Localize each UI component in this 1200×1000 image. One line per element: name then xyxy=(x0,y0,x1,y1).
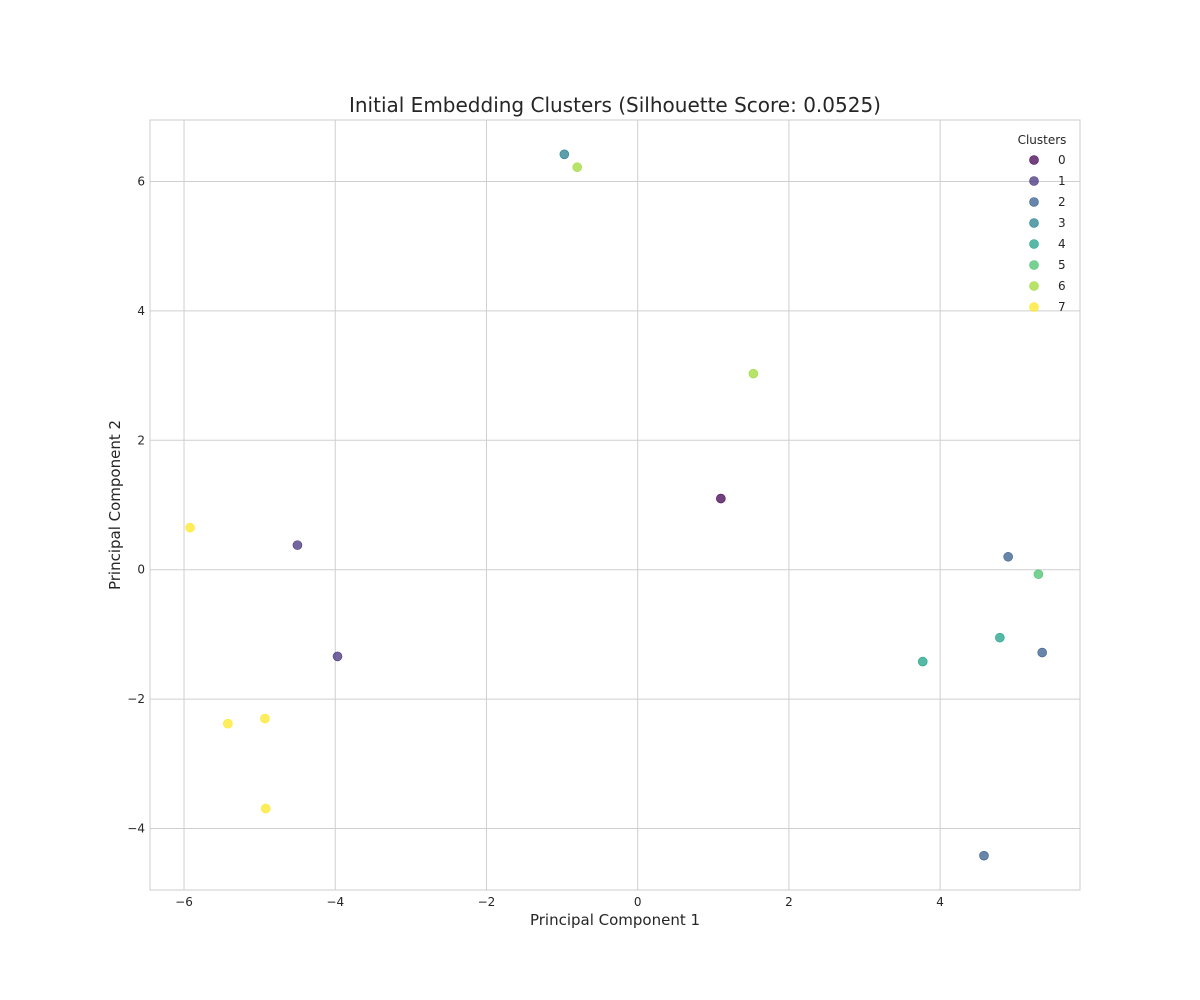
legend-item-cluster-7: 7 xyxy=(1029,300,1066,314)
legend-items: 0 1 2 3 4 5 6 7 xyxy=(1029,153,1066,314)
legend-label: 0 xyxy=(1058,153,1066,167)
legend-item-cluster-5: 5 xyxy=(1029,258,1066,272)
y-axis-label: Principal Component 2 xyxy=(106,420,124,590)
legend-item-cluster-4: 4 xyxy=(1029,237,1066,251)
legend-title: Clusters xyxy=(1018,133,1067,147)
data-point-cluster-1 xyxy=(332,651,343,662)
y-tick-label: 6 xyxy=(137,174,145,188)
data-point-cluster-7 xyxy=(223,718,233,729)
data-point-cluster-2 xyxy=(1037,647,1047,658)
data-point-cluster-6 xyxy=(748,368,759,379)
data-point-cluster-5 xyxy=(1033,569,1044,580)
data-point-cluster-4 xyxy=(995,632,1005,643)
x-axis-label: Principal Component 1 xyxy=(530,911,700,929)
data-point-cluster-3 xyxy=(559,149,570,160)
legend-marker xyxy=(1029,260,1039,270)
legend-marker xyxy=(1029,218,1039,228)
legend-item-cluster-1: 1 xyxy=(1029,174,1066,188)
plot-area-frame xyxy=(149,119,1081,891)
legend-label: 4 xyxy=(1058,237,1066,251)
legend-label: 5 xyxy=(1058,258,1066,272)
data-points xyxy=(185,149,1047,861)
y-tick-label: 4 xyxy=(137,304,145,318)
x-tick-label: 4 xyxy=(936,895,944,909)
tick-labels: −6 −4 −2 0 2 4 −4 −2 0 2 4 6 xyxy=(127,174,944,909)
data-point-cluster-1 xyxy=(292,540,303,550)
legend-label: 1 xyxy=(1058,174,1066,188)
legend-marker xyxy=(1029,281,1039,291)
data-point-cluster-0 xyxy=(716,493,726,504)
legend-label: 7 xyxy=(1058,300,1066,314)
x-tick-label: −2 xyxy=(478,895,496,909)
data-point-cluster-7 xyxy=(260,713,270,724)
grid-lines xyxy=(150,120,1080,890)
legend-label: 6 xyxy=(1058,279,1066,293)
legend-item-cluster-3: 3 xyxy=(1029,216,1066,230)
legend-item-cluster-0: 0 xyxy=(1029,153,1066,167)
legend-marker xyxy=(1029,239,1039,249)
legend-item-cluster-2: 2 xyxy=(1029,195,1066,209)
legend-label: 2 xyxy=(1058,195,1066,209)
y-tick-label: −2 xyxy=(127,692,145,706)
data-point-cluster-2 xyxy=(979,850,989,861)
legend-marker xyxy=(1029,197,1039,207)
x-tick-label: 0 xyxy=(634,895,642,909)
data-point-cluster-7 xyxy=(185,522,195,533)
data-point-cluster-2 xyxy=(1003,551,1013,562)
x-tick-label: 2 xyxy=(785,895,793,909)
legend-marker xyxy=(1029,176,1039,186)
y-tick-label: −4 xyxy=(127,822,145,836)
data-point-cluster-6 xyxy=(572,162,582,173)
x-tick-label: −6 xyxy=(175,895,193,909)
data-point-cluster-7 xyxy=(260,803,271,814)
x-tick-label: −4 xyxy=(326,895,344,909)
data-point-cluster-4 xyxy=(917,656,928,667)
legend-label: 3 xyxy=(1058,216,1066,230)
legend-item-cluster-6: 6 xyxy=(1029,279,1066,293)
legend-marker xyxy=(1029,155,1039,165)
legend: Clusters 0 1 2 3 4 5 6 7 xyxy=(1018,133,1067,314)
chart-title: Initial Embedding Clusters (Silhouette S… xyxy=(349,93,881,117)
y-tick-label: 2 xyxy=(137,433,145,447)
y-tick-label: 0 xyxy=(137,563,145,577)
legend-marker xyxy=(1029,302,1039,312)
